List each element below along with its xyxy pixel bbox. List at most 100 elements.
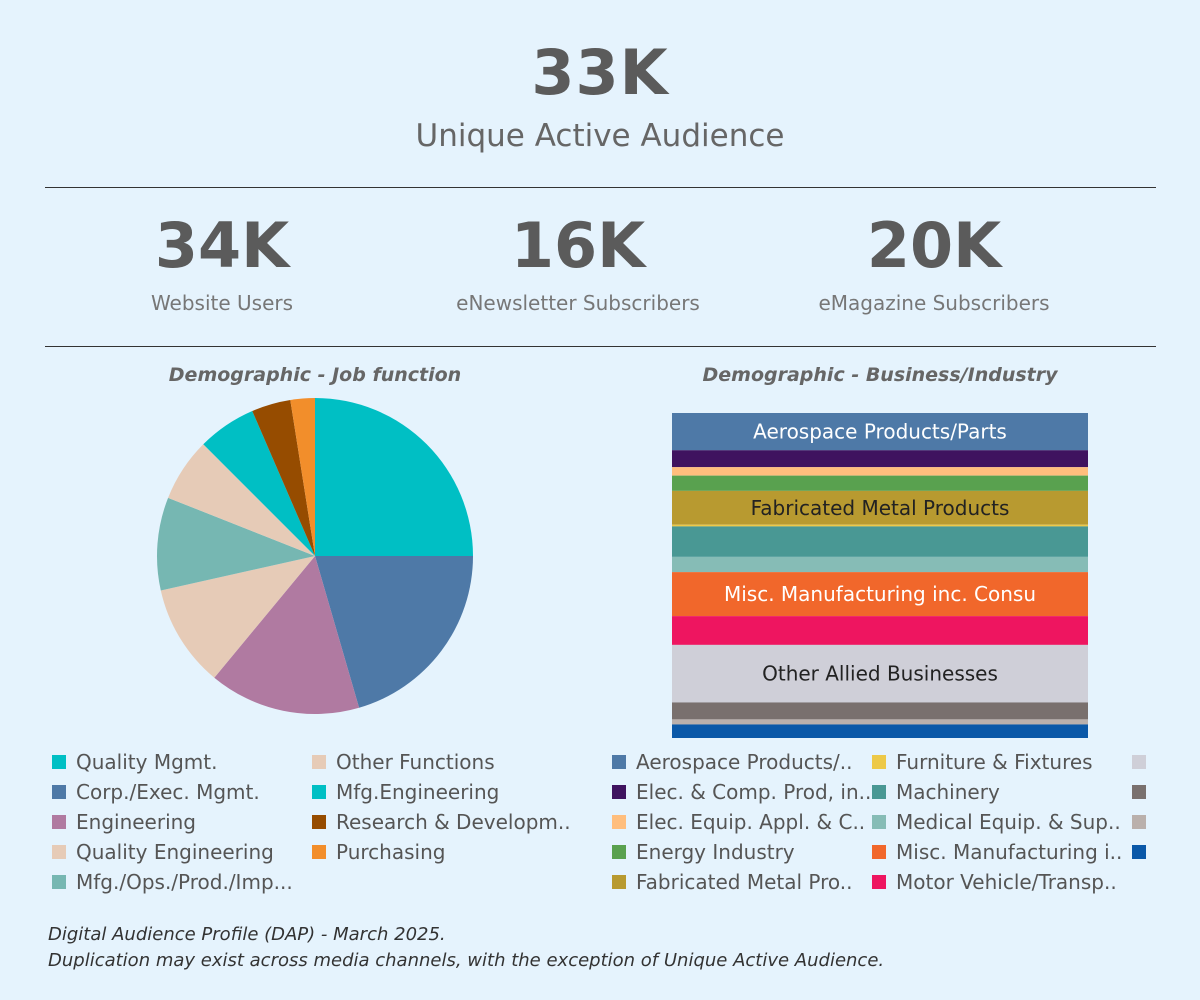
- legend-label: Research & Developm..: [336, 810, 571, 834]
- bar-segment-7[interactable]: [672, 556, 1088, 573]
- pie-slice-1[interactable]: [315, 556, 473, 708]
- bar-segment-3[interactable]: [672, 475, 1088, 491]
- bar-segment-5[interactable]: [672, 524, 1088, 527]
- top-divider: [45, 187, 1156, 188]
- bar-segment-13[interactable]: [672, 724, 1088, 738]
- industry-stacked-bar: Aerospace Products/Parts Fabricated Metal…: [672, 413, 1088, 738]
- legend-swatch: [1132, 815, 1146, 829]
- job-function-legend-item[interactable]: Purchasing: [312, 840, 445, 864]
- legend-swatch: [872, 785, 886, 799]
- bar-segment-label: Fabricated Metal Products: [751, 496, 1010, 520]
- legend-swatch: [312, 815, 326, 829]
- kpi-value: 20K: [866, 209, 1002, 282]
- kpi-label: eMagazine Subscribers: [818, 291, 1050, 315]
- job-function-legend-item[interactable]: Quality Engineering: [52, 840, 274, 864]
- bar-segment-10[interactable]: [672, 644, 1088, 703]
- job-function-legend-item[interactable]: Corp./Exec. Mgmt.: [52, 780, 260, 804]
- legend-swatch: [612, 755, 626, 769]
- job-function-legend-item[interactable]: Mfg.Engineering: [312, 780, 499, 804]
- bar-segment-11[interactable]: [672, 702, 1088, 720]
- legend-label: Quality Engineering: [76, 840, 274, 864]
- legend-swatch: [52, 755, 66, 769]
- legend-swatch: [1132, 845, 1146, 859]
- legend-swatch: [612, 845, 626, 859]
- industry-legend-item[interactable]: Fabricated Metal Pro..: [612, 870, 853, 894]
- legend-label: Elec. & Comp. Prod, in..: [636, 780, 872, 804]
- industry-legend-item[interactable]: Motor Vehicle/Transp..: [872, 870, 1117, 894]
- job-function-legend-item[interactable]: Engineering: [52, 810, 196, 834]
- legend-label: Purchasing: [336, 840, 446, 864]
- legend-swatch: [1132, 755, 1146, 769]
- footnote: Digital Audience Profile (DAP) - March 2…: [48, 922, 884, 974]
- industry-legend-item[interactable]: Energy Industry: [612, 840, 795, 864]
- kpi-value: 16K: [510, 209, 646, 282]
- legend-label: Mfg.Engineering: [336, 780, 500, 804]
- industry-legend-item[interactable]: Elec. Equip. Appl. & C..: [612, 810, 865, 834]
- kpi-enewsletter-subscribers: 16K eNewsletter Subscribers: [398, 209, 758, 316]
- legend-swatch: [52, 785, 66, 799]
- legend-label: Energy Industry: [636, 840, 795, 864]
- kpi-website-users: 34K Website Users: [42, 215, 402, 316]
- industry-legend-item[interactable]: [1132, 780, 1156, 804]
- legend-label: Machinery: [896, 780, 1000, 804]
- legend-label: Corp./Exec. Mgmt.: [76, 780, 260, 804]
- pie-slice-8[interactable]: [290, 398, 315, 556]
- bar-segment-4[interactable]: [672, 490, 1088, 525]
- legend-swatch: [872, 845, 886, 859]
- job-function-pie-chart: [157, 398, 473, 714]
- pie-slice-6[interactable]: [203, 410, 315, 556]
- pie-slice-2[interactable]: [214, 556, 360, 714]
- kpi-divider: [45, 346, 1156, 347]
- pie-slice-0[interactable]: [315, 398, 473, 556]
- kpi-emagazine-subscribers: 20K eMagazine Subscribers: [754, 209, 1114, 316]
- bar-segment-8[interactable]: [672, 572, 1088, 617]
- legend-label: Elec. Equip. Appl. & C..: [636, 810, 866, 834]
- industry-legend-item[interactable]: Medical Equip. & Sup..: [872, 810, 1121, 834]
- legend-swatch: [52, 815, 66, 829]
- bar-segment-6[interactable]: [672, 526, 1088, 557]
- industry-legend-item[interactable]: [1132, 810, 1156, 834]
- bar-segment-label: Other Allied Businesses: [762, 662, 998, 686]
- legend-label: Mfg./Ops./Prod./Imp...: [76, 870, 293, 894]
- job-function-legend-item[interactable]: Quality Mgmt.: [52, 750, 217, 774]
- pie-slice-4[interactable]: [157, 497, 315, 591]
- kpi-label: eNewsletter Subscribers: [456, 291, 700, 315]
- legend-label: Aerospace Products/..: [636, 750, 853, 774]
- bar-segment-0[interactable]: [672, 413, 1088, 451]
- industry-legend-item[interactable]: Machinery: [872, 780, 1000, 804]
- legend-swatch: [1132, 785, 1146, 799]
- legend-label: Furniture & Fixtures: [896, 750, 1093, 774]
- legend-swatch: [312, 845, 326, 859]
- industry-legend-item[interactable]: [1132, 750, 1156, 774]
- legend-swatch: [312, 785, 326, 799]
- job-function-legend-item[interactable]: Research & Developm..: [312, 810, 571, 834]
- legend-label: Fabricated Metal Pro..: [636, 870, 853, 894]
- industry-chart-title: Demographic - Business/Industry: [702, 364, 1058, 386]
- bar-segment-1[interactable]: [672, 450, 1088, 468]
- industry-legend-item[interactable]: Aerospace Products/..: [612, 750, 853, 774]
- pie-slice-5[interactable]: [168, 444, 315, 556]
- legend-label: Other Functions: [336, 750, 495, 774]
- legend-swatch: [312, 755, 326, 769]
- bar-segment-label: Misc. Manufacturing inc. Consu: [724, 582, 1036, 606]
- kpi-label: Website Users: [150, 291, 294, 315]
- bar-segment-12[interactable]: [672, 719, 1088, 725]
- job-function-chart-title: Demographic - Job function: [168, 364, 462, 386]
- bar-segment-9[interactable]: [672, 616, 1088, 645]
- legend-swatch: [612, 785, 626, 799]
- legend-label: Misc. Manufacturing i..: [896, 840, 1123, 864]
- industry-legend-item[interactable]: Elec. & Comp. Prod, in..: [612, 780, 871, 804]
- pie-slice-7[interactable]: [252, 399, 315, 556]
- industry-legend-item[interactable]: [1132, 840, 1156, 864]
- pie-slice-3[interactable]: [160, 556, 315, 678]
- legend-label: Motor Vehicle/Transp..: [896, 870, 1117, 894]
- job-function-legend-item[interactable]: Mfg./Ops./Prod./Imp...: [52, 870, 293, 894]
- legend-swatch: [872, 815, 886, 829]
- bar-segment-2[interactable]: [672, 467, 1088, 476]
- industry-legend-item[interactable]: Misc. Manufacturing i..: [872, 840, 1122, 864]
- industry-legend-item[interactable]: Furniture & Fixtures: [872, 750, 1093, 774]
- legend-swatch: [872, 755, 886, 769]
- legend-swatch: [612, 875, 626, 889]
- job-function-legend-item[interactable]: Other Functions: [312, 750, 495, 774]
- legend-swatch: [52, 875, 66, 889]
